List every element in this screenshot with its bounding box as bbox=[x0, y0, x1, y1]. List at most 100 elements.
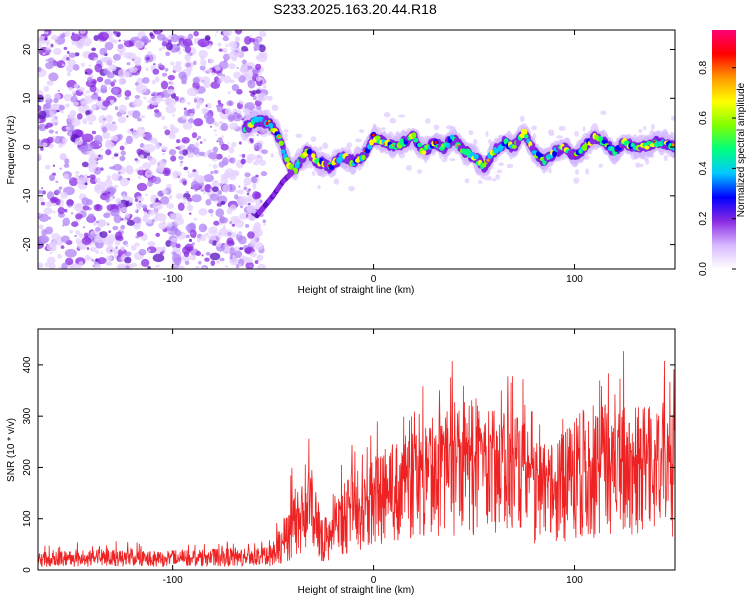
spectrogram-halo-blob bbox=[498, 162, 504, 167]
spectrogram-noise-blob bbox=[244, 224, 250, 228]
spectrogram-noise-blob bbox=[61, 63, 65, 67]
spectrogram-noise-blob bbox=[247, 231, 255, 239]
spectrogram-noise-blob bbox=[43, 85, 50, 92]
spectrogram-noise-blob bbox=[196, 237, 201, 243]
spectrogram-noise-blob bbox=[108, 36, 114, 43]
snr-panel: -100 0 100 0 100 200 300 400 Height of straigh… bbox=[6, 328, 676, 596]
snr-y-tick-label: 200 bbox=[22, 459, 33, 476]
spectrogram-noise-blob bbox=[119, 145, 125, 151]
spectrogram-halo-blob bbox=[346, 142, 353, 148]
spectrogram-noise-blob bbox=[223, 30, 233, 37]
spectrogram-noise-blob bbox=[203, 108, 209, 113]
spectrogram-halo-blob bbox=[295, 133, 303, 138]
spectrogram-noise-blob bbox=[172, 251, 177, 256]
spectrogram-noise-blob bbox=[106, 221, 109, 224]
spectrogram-noise-blob bbox=[201, 254, 204, 257]
spectrogram-noise-blob bbox=[125, 243, 129, 247]
spectrogram-noise-blob bbox=[183, 109, 190, 117]
spectrogram-noise-blob bbox=[257, 54, 268, 63]
spectrogram-noise-blob bbox=[124, 251, 132, 257]
spectrogram-halo-blob bbox=[398, 114, 406, 118]
spectrogram-noise-blob bbox=[67, 58, 76, 67]
spectrogram-noise-blob bbox=[105, 197, 110, 203]
spectrogram-noise-blob bbox=[222, 184, 231, 193]
spectrogram-noise-blob bbox=[95, 249, 99, 254]
spectrogram-noise-blob bbox=[234, 36, 241, 43]
spectrogram-noise-blob bbox=[102, 118, 106, 121]
colorbar: 0.0 0.2 0.4 0.6 0.8 Normalized spectral ampl… bbox=[698, 30, 747, 276]
spectrogram-noise-blob bbox=[100, 148, 103, 151]
spectrogram-noise-blob bbox=[182, 38, 193, 47]
spectrogram-noise-blob bbox=[180, 74, 188, 83]
spectrogram-noise-blob bbox=[88, 164, 96, 173]
spectrogram-noise-blob bbox=[208, 239, 214, 245]
spectrogram-noise-blob bbox=[209, 188, 212, 192]
spectrogram-noise-blob bbox=[84, 71, 88, 75]
spectrogram-noise-blob bbox=[178, 50, 182, 55]
spectrogram-y-tick-label: -20 bbox=[22, 237, 33, 252]
spectrogram-noise-blob bbox=[167, 88, 175, 95]
spectrogram-noise-blob bbox=[259, 199, 263, 203]
snr-series-line bbox=[38, 351, 675, 568]
spectrogram-noise-blob bbox=[46, 243, 57, 251]
spectrogram-noise-blob bbox=[226, 237, 234, 246]
spectrogram-noise-blob bbox=[258, 44, 266, 53]
spectrogram-ridge-core bbox=[515, 139, 522, 146]
spectrogram-noise-blob bbox=[117, 171, 121, 175]
spectrogram-noise-blob bbox=[261, 149, 268, 155]
spectrogram-noise-blob bbox=[241, 63, 248, 71]
spectrogram-noise-blob bbox=[220, 173, 229, 180]
spectrogram-halo-blob bbox=[355, 138, 362, 143]
spectrogram-noise-blob bbox=[58, 104, 65, 111]
spectrogram-noise-blob bbox=[246, 192, 250, 196]
spectrogram-noise-blob bbox=[149, 32, 154, 37]
colorbar-tick-label: 0.4 bbox=[698, 161, 709, 175]
spectrogram-noise-blob bbox=[125, 265, 130, 269]
spectrogram-branch-blob bbox=[289, 169, 295, 176]
spectrogram-ridge-core bbox=[411, 132, 417, 139]
spectrogram-noise-blob bbox=[243, 108, 251, 116]
spectrogram-ridge-core bbox=[278, 140, 284, 146]
spectrogram-noise-blob bbox=[61, 262, 68, 269]
spectrogram-halo-blob bbox=[317, 185, 321, 190]
spectrogram-noise-blob bbox=[68, 87, 74, 91]
spectrogram-noise-blob bbox=[90, 78, 94, 82]
snr-y-tick-label: 300 bbox=[22, 407, 33, 424]
spectrogram-noise-blob bbox=[191, 242, 195, 246]
snr-frame bbox=[37, 328, 676, 571]
spectrogram-noise-blob bbox=[123, 218, 128, 222]
spectrogram-noise-blob bbox=[104, 178, 113, 188]
spectrogram-noise-blob bbox=[205, 102, 212, 109]
spectrogram-noise-blob bbox=[85, 90, 91, 94]
spectrogram-ridge-core bbox=[311, 153, 316, 159]
spectrogram-noise-blob bbox=[231, 141, 237, 148]
spectrogram-noise-blob bbox=[58, 186, 63, 190]
spectrogram-noise-blob bbox=[234, 194, 239, 200]
spectrogram-noise-blob bbox=[50, 117, 59, 126]
spectrogram-noise-blob bbox=[173, 256, 182, 266]
spectrogram-noise-blob bbox=[110, 197, 114, 201]
spectrogram-noise-blob bbox=[262, 219, 267, 224]
spectrogram-noise-blob bbox=[161, 146, 168, 151]
spectrogram-x-label: Height of straight line (km) bbox=[298, 285, 415, 296]
spectrogram-noise-blob bbox=[115, 235, 124, 242]
spectrogram-noise-blob bbox=[182, 121, 193, 130]
spectrogram-noise-blob bbox=[49, 110, 55, 116]
spectrogram-noise-blob bbox=[241, 153, 246, 158]
spectrogram-noise-blob bbox=[54, 189, 62, 195]
spectrogram-noise-blob bbox=[123, 51, 133, 59]
spectrogram-ridge-core bbox=[644, 145, 650, 150]
spectrogram-noise-blob bbox=[172, 170, 179, 179]
spectrogram-noise-blob bbox=[240, 158, 246, 165]
spectrogram-noise-blob bbox=[38, 66, 42, 72]
spectrogram-noise-blob bbox=[65, 126, 70, 130]
spectrogram-ridge-core bbox=[524, 134, 529, 139]
spectrogram-noise-blob bbox=[200, 55, 204, 60]
spectrogram-noise-blob bbox=[96, 76, 104, 83]
spectrogram-noise-blob bbox=[208, 152, 218, 160]
spectrogram-noise-blob bbox=[100, 251, 103, 254]
spectrogram-noise-blob bbox=[208, 58, 215, 64]
spectrogram-noise-blob bbox=[229, 256, 233, 260]
spectrogram-noise-blob bbox=[248, 90, 253, 94]
spectrogram-noise-blob bbox=[260, 170, 268, 177]
